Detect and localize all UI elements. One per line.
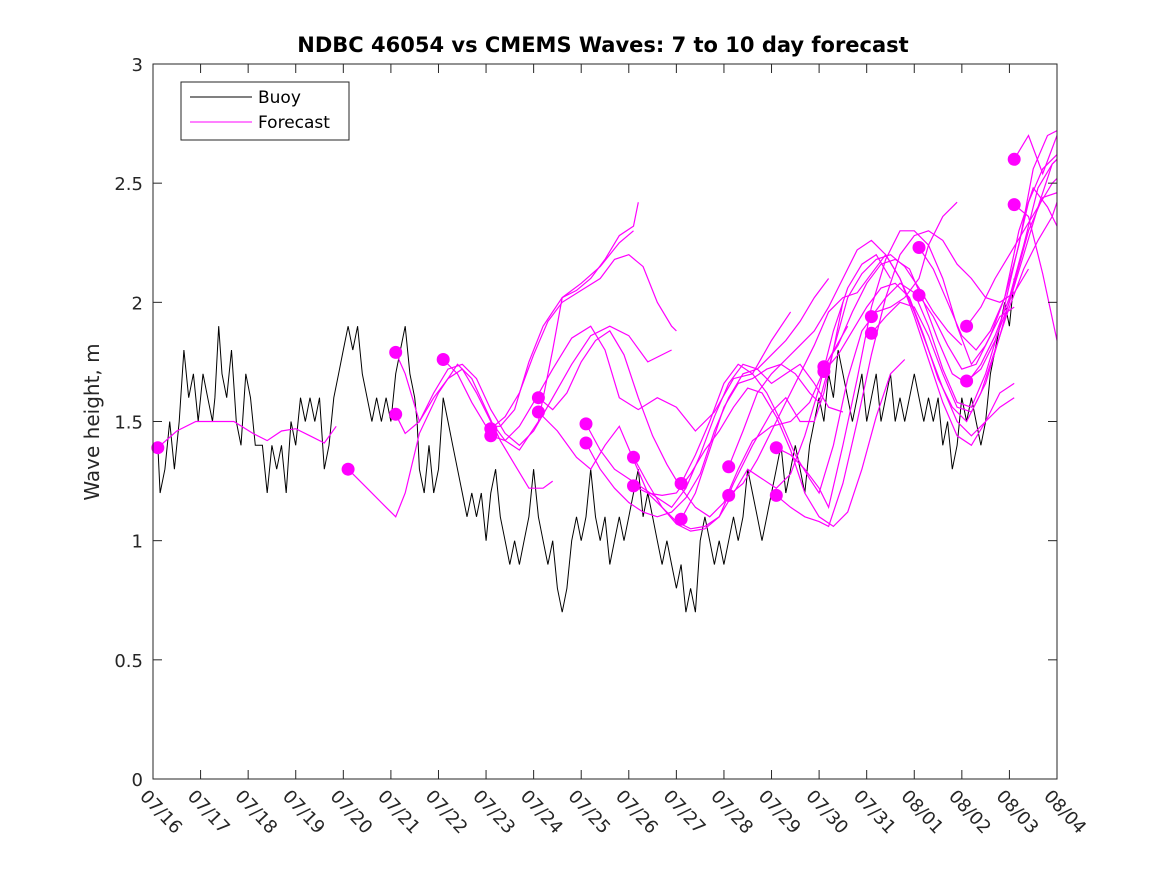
forecast-start-marker: [484, 429, 498, 443]
chart-title: NDBC 46054 vs CMEMS Waves: 7 to 10 day f…: [297, 33, 908, 57]
x-tick-label: 07/22: [421, 786, 472, 838]
forecast-start-marker: [960, 374, 974, 388]
x-tick-label: 07/29: [754, 786, 805, 838]
x-tick-label: 07/20: [326, 786, 377, 838]
x-tick-label: 07/30: [801, 786, 852, 838]
x-tick-label: 07/19: [278, 786, 329, 838]
forecast-start-marker: [389, 407, 403, 421]
forecast-series-line: [918, 130, 1057, 351]
y-tick-label: 1.5: [114, 413, 143, 434]
forecast-series-line: [395, 325, 672, 447]
forecast-start-marker: [912, 241, 926, 254]
x-tick-label: 07/21: [373, 786, 424, 838]
forecast-start-marker: [1007, 152, 1021, 166]
forecast-start-marker: [674, 477, 688, 490]
forecast-series-line: [1013, 204, 1057, 341]
forecast-start-marker: [531, 405, 545, 419]
y-tick-label: 2: [132, 293, 143, 314]
x-tick-label: 07/24: [516, 786, 567, 838]
x-tick-label: 07/25: [564, 786, 615, 838]
forecast-start-marker: [722, 488, 736, 502]
forecast-start-marker: [912, 288, 926, 302]
x-tick-label: 08/03: [992, 786, 1043, 838]
forecast-series-line: [728, 239, 1015, 468]
forecast-series-line: [776, 230, 1015, 510]
forecast-series-line: [537, 302, 844, 530]
forecast-start-marker: [151, 441, 165, 455]
forecast-series-line: [918, 186, 1057, 370]
forecast-series-line: [585, 278, 830, 509]
forecast-series-line: [870, 192, 1057, 413]
x-tick-label: 07/23: [468, 786, 519, 838]
forecast-series-line: [870, 149, 1057, 408]
y-axis-label: Wave height, m: [80, 343, 104, 500]
forecast-start-marker: [817, 365, 831, 378]
forecast-series-line: [680, 201, 958, 495]
forecast-start-marker: [864, 310, 878, 324]
forecast-start-marker: [627, 479, 640, 493]
forecast-start-marker: [627, 450, 640, 464]
legend-forecast-label: Forecast: [258, 113, 330, 133]
forecast-series-line: [1013, 134, 1057, 176]
x-tick-label: 07/27: [659, 786, 710, 838]
forecast-start-marker: [1007, 198, 1021, 212]
forecast-start-marker: [579, 436, 593, 450]
forecast-start-marker: [579, 417, 593, 431]
forecast-start-marker: [341, 462, 355, 476]
forecast-series-line: [157, 420, 337, 449]
forecast-series-line: [632, 253, 892, 532]
forecast-series-line: [728, 253, 1015, 496]
forecast-series-line: [633, 359, 906, 528]
y-tick-label: 0: [132, 770, 143, 791]
forecast-series-line: [442, 230, 634, 427]
x-tick-label: 07/18: [231, 786, 282, 838]
forecast-series-line: [823, 202, 1057, 423]
x-tick-label: 07/17: [183, 786, 234, 838]
forecast-start-marker: [722, 460, 736, 474]
forecast-start-marker: [674, 512, 688, 526]
x-tick-label: 07/31: [849, 786, 900, 838]
forecast-series-line: [966, 177, 1057, 327]
forecast-start-marker: [769, 441, 783, 455]
forecast-series-line: [585, 363, 844, 518]
forecast-series-line: [966, 158, 1057, 382]
forecast-start-marker: [531, 391, 545, 405]
forecast-series-line: [347, 363, 554, 518]
y-tick-label: 3: [132, 55, 143, 76]
forecast-series-line: [490, 311, 792, 442]
x-tick-label: 08/02: [944, 786, 995, 838]
forecast-start-marker: [389, 345, 403, 359]
legend-box: [180, 81, 350, 141]
plot-area-frame: [152, 63, 1058, 780]
legend: Buoy Forecast: [180, 81, 350, 141]
x-tick-label: 08/04: [1039, 786, 1090, 838]
forecast-start-marker: [864, 326, 878, 340]
x-tick-label: 07/26: [611, 786, 662, 838]
y-tick-label: 0.5: [114, 651, 143, 672]
x-tick-label: 08/01: [897, 786, 948, 838]
forecast-start-marker: [436, 353, 450, 366]
forecast-start-marker: [769, 488, 783, 502]
y-tick-label: 1: [132, 532, 143, 553]
forecast-series-line: [395, 202, 639, 451]
forecast-series-line: [490, 254, 677, 430]
y-tick-label: 2.5: [114, 174, 143, 195]
forecast-series-line: [823, 158, 1057, 385]
forecast-start-marker: [960, 319, 974, 333]
legend-buoy-label: Buoy: [258, 88, 301, 108]
x-tick-label: 07/28: [706, 786, 757, 838]
x-tick-label: 07/16: [135, 786, 186, 838]
